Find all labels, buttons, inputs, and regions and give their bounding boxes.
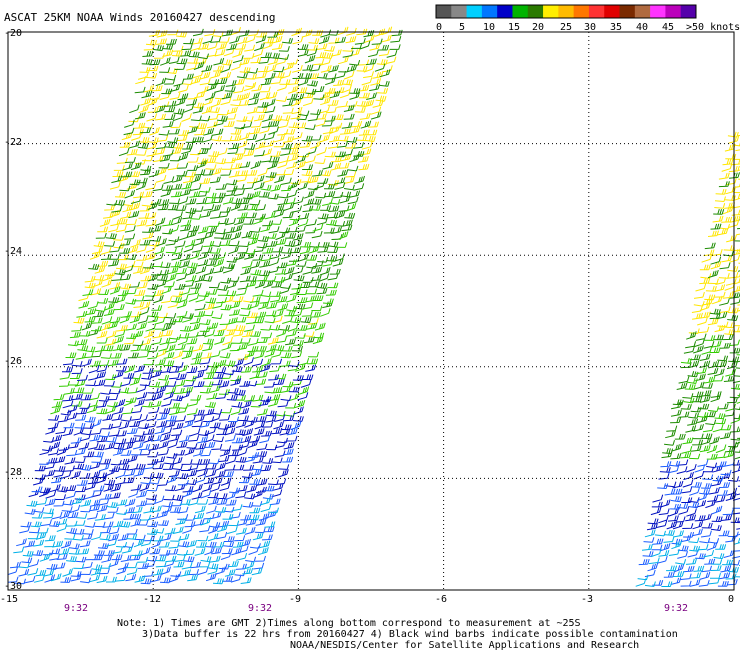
colorbar-tick-label: 15 (508, 22, 520, 33)
wind-barb-group (13, 497, 740, 587)
y-axis-labels: -20 -22 -24 -26 -28 -30 (4, 28, 22, 592)
colorbar-tick-label: 10 (483, 22, 495, 33)
map-title: ASCAT 25KM NOAA Winds 20160427 descendin… (4, 11, 276, 24)
plot-frame (7, 31, 735, 591)
wind-barb-group (50, 182, 740, 460)
colorbar-border (435, 4, 697, 19)
colorbar-swatch (604, 5, 621, 18)
colorbar-tick-label: 0 (436, 22, 442, 33)
colorbar-swatch (558, 5, 575, 18)
colorbar-tick-label: 5 (459, 22, 465, 33)
x-tick-label: -15 (0, 594, 18, 605)
colorbar-tick-label: 35 (610, 22, 622, 33)
colorbar-swatch (573, 5, 590, 18)
x-tick-label: -12 (143, 594, 161, 605)
time-label: 9:32 (64, 603, 88, 614)
x-tick-label: 0 (728, 594, 734, 605)
wind-barb-group (81, 28, 740, 460)
colorbar-tick-label: >50 knots (686, 22, 740, 33)
y-tick-label: -30 (4, 581, 22, 592)
colorbar-swatch (634, 5, 651, 18)
colorbar: 0 5 10 15 20 25 30 35 40 45 >50 knots (435, 4, 740, 33)
colorbar-swatch (650, 5, 666, 18)
colorbar-swatch (619, 5, 636, 18)
y-tick-label: -28 (4, 467, 22, 478)
colorbar-swatch (466, 5, 483, 18)
colorbar-tick-label: 45 (662, 22, 674, 33)
x-tick-label: -6 (435, 594, 447, 605)
y-tick-label: -22 (4, 137, 22, 148)
colorbar-swatch (588, 5, 605, 18)
note-line-2: 3)Data buffer is 22 hrs from 20160427 4)… (142, 629, 678, 640)
x-tick-label: -9 (289, 594, 301, 605)
wind-barb-group (7, 413, 740, 587)
colorbar-swatch (680, 5, 697, 18)
note-line-3: NOAA/NESDIS/Center for Satellite Applica… (290, 640, 639, 650)
colorbar-swatch (451, 5, 468, 18)
colorbar-tick-label: 25 (560, 22, 572, 33)
colorbar-swatch (527, 5, 544, 18)
time-label: 9:32 (248, 603, 272, 614)
x-tick-label: -3 (581, 594, 593, 605)
wind-barbs (7, 26, 740, 587)
colorbar-swatch (481, 5, 498, 18)
y-tick-label: -20 (4, 28, 22, 39)
colorbar-swatch (665, 5, 682, 18)
grid-lines (8, 32, 734, 590)
colorbar-swatch (543, 5, 559, 18)
colorbar-swatch (512, 5, 529, 18)
colorbar-swatch (436, 5, 452, 18)
y-tick-label: -24 (4, 246, 22, 257)
colorbar-tick-label: 20 (532, 22, 544, 33)
colorbar-tick-label: 30 (584, 22, 596, 33)
x-axis-labels: -15 -12 -9 -6 -3 0 (0, 594, 734, 605)
note-line-1: Note: 1) Times are GMT 2)Times along bot… (117, 618, 581, 629)
wind-barb-group (73, 26, 740, 360)
y-tick-label: -26 (4, 356, 22, 367)
colorbar-swatch (497, 5, 513, 18)
time-label: 9:32 (664, 603, 688, 614)
colorbar-tick-label: 40 (636, 22, 648, 33)
wind-barb-group (28, 357, 740, 531)
